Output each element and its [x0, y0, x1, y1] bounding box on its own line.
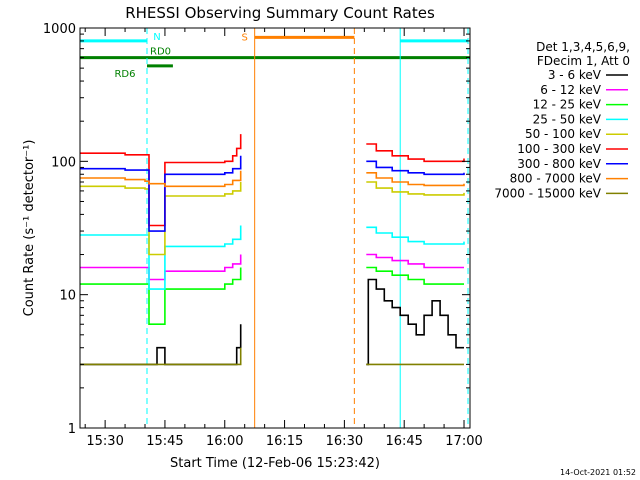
- generation-timestamp: 14-Oct-2021 01:52: [560, 468, 636, 477]
- series-line-300-800-kev: [366, 160, 465, 176]
- x-tick-label: 15:45: [146, 434, 183, 449]
- y-axis: 1 10 100 1000: [43, 22, 470, 437]
- x-tick-label: 16:00: [206, 434, 243, 449]
- legend-header-line-2: FDecim 1, Att 0: [537, 54, 630, 68]
- chart-title: RHESSI Observing Summary Count Rates: [125, 4, 435, 22]
- x-axis: 15:30 15:45 16:00 16:15 16:30 16:45 17:00: [84, 28, 483, 449]
- series-line-800-7000-kev: [366, 172, 465, 187]
- y-tick-label: 100: [51, 155, 76, 170]
- series-line-25-50-kev: [366, 226, 465, 245]
- series-line-100-300-kev: [80, 134, 242, 227]
- series-line-300-800-kev: [80, 155, 242, 232]
- legend-label-25-50-kev: 25 - 50 keV: [533, 112, 602, 126]
- flag-label-rd0: RD0: [150, 47, 171, 58]
- series-line-12-25-kev: [366, 266, 464, 285]
- x-axis-label: Start Time (12-Feb-06 15:23:42): [170, 456, 380, 471]
- legend: Det 1,3,4,5,6,9, FDecim 1, Att 0 3 - 6 k…: [494, 40, 630, 200]
- y-axis-label: Count Rate (s⁻¹ detector⁻¹): [22, 140, 37, 317]
- plot-frame: [79, 27, 471, 429]
- legend-label-6-12-kev: 6 - 12 keV: [540, 83, 602, 97]
- legend-label-800-7000-kev: 800 - 7000 keV: [510, 172, 602, 186]
- legend-label-50-100-kev: 50 - 100 keV: [525, 127, 602, 141]
- legend-label-100-300-kev: 100 - 300 keV: [517, 142, 601, 156]
- legend-label-7000-15000-kev: 7000 - 15000 keV: [494, 186, 601, 200]
- x-tick-label: 16:15: [266, 434, 303, 449]
- series-line-3-6-kev: [80, 324, 242, 366]
- orbit-markers: [79, 28, 469, 428]
- x-tick-label: 15:30: [86, 434, 123, 449]
- series-line-50-100-kev: [80, 182, 242, 256]
- series-line-7000-15000-kev: [80, 347, 242, 366]
- series-line-3-6-kev: [366, 278, 464, 366]
- x-tick-label: 16:30: [326, 434, 363, 449]
- y-tick-label: 1000: [43, 22, 76, 37]
- series-line-12-25-kev: [80, 267, 242, 325]
- flag-label-n: N: [153, 32, 160, 43]
- series-line-6-12-kev: [366, 253, 464, 269]
- y-tick-label: 10: [59, 289, 76, 304]
- flag-bars: N RD0 RD6 S: [80, 32, 470, 80]
- series-lines: [80, 134, 465, 366]
- legend-label-300-800-kev: 300 - 800 keV: [517, 157, 601, 171]
- series-line-6-12-kev: [80, 254, 242, 281]
- series-line-800-7000-kev: [80, 170, 242, 188]
- flag-label-rd6: RD6: [114, 69, 135, 80]
- series-line-25-50-kev: [80, 225, 242, 290]
- series-line-100-300-kev: [366, 143, 465, 163]
- x-tick-label: 16:45: [385, 434, 422, 449]
- y-tick-label: 1: [68, 422, 76, 437]
- legend-header-line-1: Det 1,3,4,5,6,9,: [536, 40, 630, 54]
- series-line-50-100-kev: [366, 181, 465, 196]
- flag-label-s: S: [241, 32, 247, 43]
- x-tick-label: 17:00: [445, 434, 482, 449]
- legend-label-3-6-kev: 3 - 6 keV: [548, 68, 602, 82]
- legend-label-12-25-kev: 12 - 25 keV: [533, 98, 602, 112]
